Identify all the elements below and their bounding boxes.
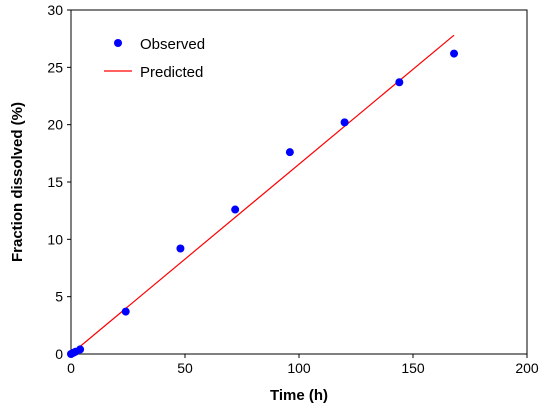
series-group [67, 34, 459, 358]
legend-predicted-label: Predicted [140, 64, 203, 81]
y-tick-label: 0 [55, 346, 63, 362]
observed-point [450, 49, 459, 58]
observed-point [231, 205, 240, 214]
observed-point [121, 307, 130, 316]
observed-point [285, 148, 294, 157]
y-tick-label: 25 [47, 59, 63, 75]
y-tick-label: 5 [55, 289, 63, 305]
x-tick-label: 50 [177, 360, 193, 376]
legend: Observed Predicted [104, 36, 205, 81]
observed-point [76, 345, 85, 354]
x-tick-label: 200 [515, 360, 539, 376]
x-tick-label: 0 [67, 360, 75, 376]
predicted-line [70, 34, 455, 355]
observed-point [395, 78, 404, 87]
x-tick-label: 150 [401, 360, 425, 376]
observed-point [176, 244, 185, 253]
plot-frame [70, 9, 528, 355]
legend-observed-marker [114, 39, 122, 47]
x-tick-label: 100 [287, 360, 311, 376]
x-axis-title: Time (h) [270, 387, 328, 404]
y-tick-label: 30 [47, 2, 63, 18]
observed-point [340, 118, 349, 127]
y-tick-label: 20 [47, 117, 63, 133]
y-tick-label: 15 [47, 174, 63, 190]
y-tick-label: 10 [47, 231, 63, 247]
tick-group: 0 50 100 150 200 0 5 10 15 20 25 30 [47, 2, 538, 376]
legend-observed-label: Observed [140, 36, 205, 53]
y-axis-title: Fraction dissolved (%) [9, 102, 26, 262]
